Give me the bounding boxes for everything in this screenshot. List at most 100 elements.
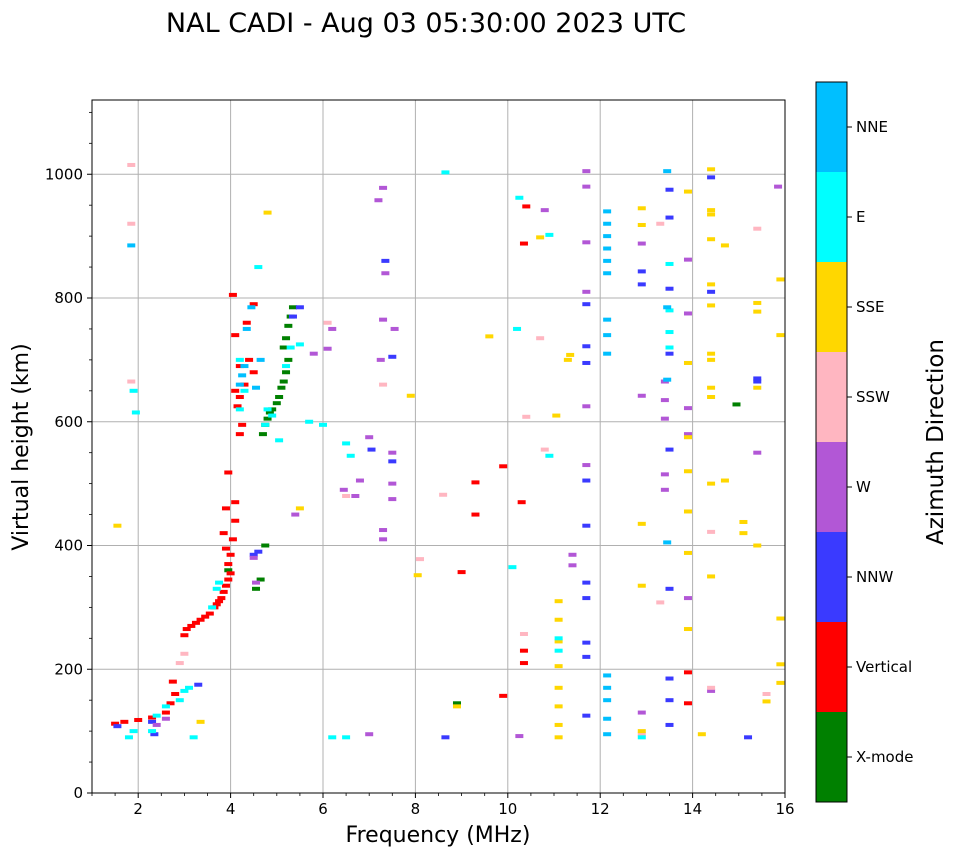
data-point-sse	[263, 210, 272, 215]
data-point-sse	[753, 300, 762, 305]
data-point-x-mode	[277, 385, 286, 390]
data-point-w	[660, 487, 669, 492]
data-point-x-mode	[263, 416, 272, 421]
data-point-sse	[566, 352, 575, 357]
data-point-e	[282, 364, 291, 369]
data-point-sse	[637, 222, 646, 227]
data-point-ssw	[707, 529, 716, 534]
data-point-nne	[663, 305, 672, 310]
data-point-sse	[707, 385, 716, 390]
data-point-ssw	[656, 221, 665, 226]
data-point-ssw	[522, 414, 531, 419]
data-point-sse	[707, 212, 716, 217]
data-point-nne	[603, 234, 612, 239]
data-point-vertical	[519, 241, 528, 246]
x-tick-label: 2	[133, 800, 143, 818]
data-point-vertical	[242, 320, 251, 325]
data-point-e	[152, 713, 161, 718]
data-point-vertical	[221, 583, 230, 588]
data-point-vertical	[226, 552, 235, 557]
data-point-e	[295, 342, 304, 347]
data-point-ssw	[127, 221, 136, 226]
data-point-e	[235, 407, 244, 412]
data-point-e	[513, 326, 522, 331]
data-point-nne	[603, 716, 612, 721]
data-point-sse	[406, 393, 415, 398]
data-point-sse	[637, 521, 646, 526]
data-point-w	[379, 537, 388, 542]
y-tick-label: 1000	[45, 165, 83, 183]
data-point-vertical	[196, 617, 205, 622]
data-point-sse	[637, 729, 646, 734]
data-point-nnw	[753, 379, 762, 384]
data-point-nnw	[665, 698, 674, 703]
grid-lines	[92, 100, 786, 794]
data-point-w	[390, 326, 399, 331]
data-point-sse	[683, 550, 692, 555]
data-point-w	[355, 478, 364, 483]
data-point-ssw	[416, 557, 425, 562]
data-point-vertical	[235, 364, 244, 369]
data-point-nnw	[665, 351, 674, 356]
data-point-ssw	[540, 447, 549, 452]
data-point-nne	[603, 698, 612, 703]
data-point-sse	[697, 732, 706, 737]
data-point-x-mode	[288, 305, 297, 310]
data-point-sse	[683, 627, 692, 632]
data-point-nnw	[367, 447, 376, 452]
colorbar-segment	[816, 532, 847, 622]
data-point-vertical	[224, 470, 233, 475]
data-point-w	[381, 271, 390, 276]
data-point-vertical	[517, 500, 526, 505]
data-point-vertical	[180, 633, 189, 638]
data-points	[111, 162, 785, 740]
data-point-sse	[196, 719, 205, 724]
data-point-e	[235, 357, 244, 362]
data-point-vertical	[240, 382, 249, 387]
data-point-sse	[113, 523, 122, 528]
data-point-w	[161, 716, 170, 721]
data-point-ssw	[180, 651, 189, 656]
data-point-vertical	[226, 571, 235, 576]
data-point-vertical	[522, 204, 531, 209]
data-point-sse	[552, 413, 561, 418]
data-point-w	[388, 481, 397, 486]
data-point-ssw	[379, 382, 388, 387]
data-point-sse	[776, 277, 785, 282]
x-axis-label: Frequency (MHz)	[346, 823, 531, 848]
colorbar-label: NNW	[856, 568, 893, 586]
data-point-sse	[707, 481, 716, 486]
data-point-x-mode	[275, 395, 284, 399]
data-point-sse	[683, 189, 692, 194]
data-point-w	[582, 404, 591, 409]
colorbar-label: W	[856, 478, 871, 496]
data-point-nne	[235, 382, 244, 387]
data-point-vertical	[219, 531, 228, 536]
data-point-x-mode	[282, 336, 291, 341]
data-point-vertical	[228, 537, 237, 542]
data-point-e	[665, 261, 674, 266]
data-point-sse	[554, 617, 563, 622]
data-point-w	[660, 398, 669, 403]
y-tick-label: 400	[54, 537, 83, 555]
plot-frame	[91, 99, 786, 794]
data-point-nnw	[582, 640, 591, 645]
data-point-e	[342, 735, 351, 740]
data-point-e	[665, 308, 674, 313]
data-point-w	[683, 311, 692, 316]
data-point-nnw	[194, 682, 203, 687]
data-point-sse	[739, 519, 748, 524]
data-point-nnw	[249, 552, 258, 557]
data-point-ssw	[127, 162, 136, 167]
data-point-e	[189, 735, 198, 740]
colorbar-segment	[816, 622, 847, 712]
data-point-e	[185, 685, 194, 690]
colorbar-segment	[816, 352, 847, 442]
data-point-ssw	[175, 661, 184, 666]
data-point-ssw	[656, 600, 665, 605]
colorbar-frame	[815, 81, 848, 803]
data-point-e	[261, 422, 270, 427]
data-point-nnw	[753, 376, 762, 381]
data-point-nnw	[582, 360, 591, 365]
data-point-w	[351, 494, 360, 498]
